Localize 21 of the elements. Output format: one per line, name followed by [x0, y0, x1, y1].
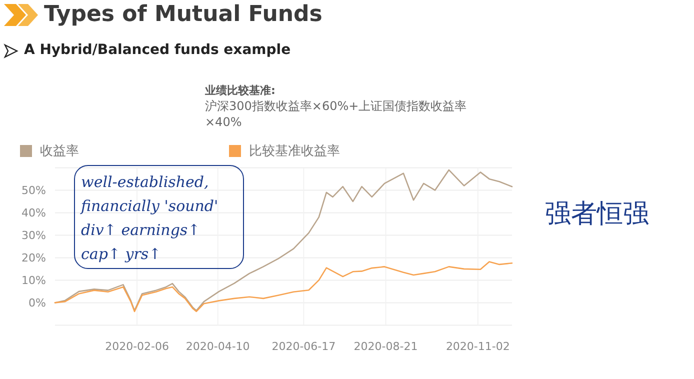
chart-title: Types of Mutual Funds [44, 2, 322, 27]
x-tick-label: 2020-02-06 [105, 340, 170, 353]
y-tick-label: 30% [22, 229, 46, 242]
chart-subtitle: A Hybrid/Balanced funds example [24, 42, 291, 58]
x-tick-label: 2020-11-02 [446, 340, 510, 353]
text: 沪深300指数收益率×60%+上证国债指数收益率×40% [205, 98, 468, 130]
y-tick-label: 50% [22, 184, 46, 198]
text: 业绩比较基准: [205, 83, 276, 98]
text: 强者恒强 [545, 198, 649, 231]
y-tick-label: 10% [22, 274, 46, 288]
x-tick-label: 2020-06-17 [272, 340, 336, 353]
x-tick-label: 2020-08-21 [354, 340, 418, 353]
y-tick-label: 40% [22, 206, 46, 220]
annotation: well-established, financially 'sound' div↑ earnings↑ cap↑ yrs↑ [74, 165, 244, 269]
legend-label: 收益率 [40, 143, 79, 160]
legend-label: 比较基准收益率 [249, 143, 340, 160]
x-tick-label: 2020-04-10 [186, 340, 250, 353]
line-series [54, 169, 513, 312]
line-series [54, 261, 513, 312]
y-tick-label: 0% [28, 296, 46, 310]
y-tick-label: 20% [22, 252, 46, 265]
